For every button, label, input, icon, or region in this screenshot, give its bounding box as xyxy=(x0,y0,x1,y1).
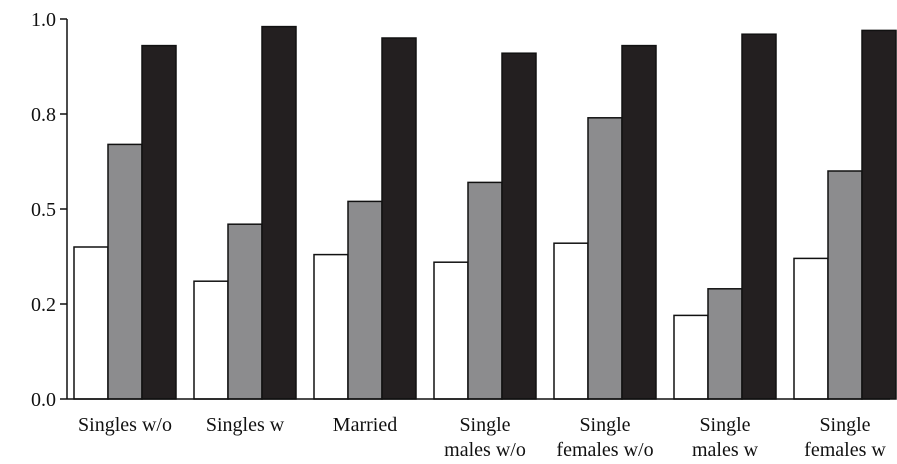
x-category-label: Single xyxy=(459,414,510,436)
bar xyxy=(673,314,709,400)
bar xyxy=(741,33,777,400)
bar xyxy=(261,25,297,400)
y-tick-label: 0.8 xyxy=(31,104,56,126)
bar xyxy=(621,44,657,400)
bar xyxy=(193,280,229,400)
x-category-label: females w xyxy=(804,439,886,461)
x-category-label: Single xyxy=(579,414,630,436)
bar xyxy=(141,44,177,400)
x-category-label: males w xyxy=(692,439,759,461)
bar xyxy=(73,246,109,400)
y-tick-label: 1.0 xyxy=(31,9,56,31)
bar xyxy=(433,261,469,400)
y-tick-label: 0.5 xyxy=(31,199,56,221)
x-category-label: Single xyxy=(819,414,870,436)
x-category-label: males w/o xyxy=(444,439,526,461)
bar xyxy=(313,253,349,400)
bar-groups xyxy=(73,25,897,400)
bar xyxy=(827,170,863,400)
y-tick-label: 0.2 xyxy=(31,294,56,316)
y-tick-label: 0.0 xyxy=(31,389,56,411)
bar xyxy=(861,29,897,400)
x-axis-labels: Singles w/o Singles w Married Single males w… xyxy=(78,414,886,461)
bar xyxy=(553,242,589,400)
x-category-label: Married xyxy=(333,414,397,436)
bar xyxy=(467,181,503,400)
x-category-label: females w/o xyxy=(556,439,653,461)
x-category-label: Singles w/o xyxy=(78,414,172,436)
bar xyxy=(107,143,143,400)
x-category-label: Singles w xyxy=(206,414,285,436)
bar xyxy=(347,200,383,400)
bar xyxy=(381,37,417,400)
bar xyxy=(227,223,263,400)
x-category-label: Single xyxy=(699,414,750,436)
bar xyxy=(793,257,829,400)
bar xyxy=(587,117,623,400)
y-axis-ticks: 0.0 0.2 0.5 0.8 1.0 xyxy=(31,9,67,411)
bar xyxy=(501,52,537,400)
bar xyxy=(707,288,743,400)
